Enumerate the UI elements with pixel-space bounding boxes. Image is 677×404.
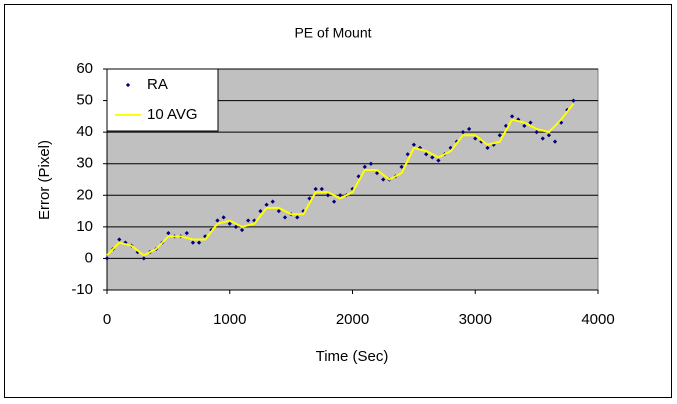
scatter-point bbox=[368, 161, 374, 166]
y-tick-label: 0 bbox=[85, 249, 93, 266]
scatter-point bbox=[399, 164, 404, 169]
scatter-point bbox=[196, 240, 202, 245]
scatter-point bbox=[534, 130, 539, 135]
x-tick-label: 4000 bbox=[581, 311, 614, 328]
scatter-point bbox=[325, 193, 331, 198]
scatter-point bbox=[141, 256, 146, 261]
scatter-point bbox=[264, 202, 269, 207]
scatter-point bbox=[338, 193, 343, 198]
scatter-point bbox=[540, 136, 545, 141]
x-axis-label: Time (Sec) bbox=[316, 348, 389, 365]
y-tick-label: 50 bbox=[76, 92, 93, 109]
scatter-point bbox=[233, 224, 239, 229]
scatter-point bbox=[215, 218, 220, 223]
legend-label: RA bbox=[147, 76, 168, 93]
x-tick-label: 3000 bbox=[459, 311, 492, 328]
x-tick-label: 2000 bbox=[336, 311, 369, 328]
x-tick-label: 1000 bbox=[213, 311, 246, 328]
y-axis-label: Error (Pixel) bbox=[36, 140, 53, 220]
scatter-point bbox=[282, 215, 288, 220]
scatter-point bbox=[270, 199, 275, 204]
scatter-point bbox=[411, 142, 416, 147]
legend-swatch bbox=[125, 82, 131, 88]
scatter-point bbox=[190, 240, 196, 245]
y-tick-label: 20 bbox=[76, 186, 93, 203]
y-tick-label: 40 bbox=[76, 123, 93, 140]
scatter-point bbox=[497, 133, 502, 138]
scatter-point bbox=[436, 158, 441, 163]
scatter-point bbox=[166, 231, 171, 236]
scatter-point bbox=[381, 177, 386, 182]
scatter-point bbox=[239, 227, 245, 233]
scatter-point bbox=[246, 218, 251, 223]
legend-label: 10 AVG bbox=[147, 106, 198, 123]
scatter-point bbox=[117, 237, 122, 242]
scatter-point bbox=[473, 136, 478, 141]
scatter-point bbox=[184, 231, 189, 236]
legend-box bbox=[106, 68, 219, 132]
scatter-point bbox=[460, 130, 466, 135]
y-tick-label: 30 bbox=[76, 155, 93, 172]
chart-title: PE of Mount bbox=[294, 25, 371, 41]
scatter-point bbox=[485, 145, 490, 151]
scatter-point bbox=[362, 164, 367, 169]
y-tick-label: 60 bbox=[76, 60, 93, 77]
y-tick-label: 10 bbox=[76, 218, 93, 235]
scatter-point bbox=[374, 171, 380, 176]
scatter-point bbox=[319, 186, 324, 192]
x-tick-label: 0 bbox=[103, 311, 111, 328]
scatter-point bbox=[276, 208, 281, 214]
scatter-point bbox=[227, 221, 232, 226]
scatter-point bbox=[430, 155, 435, 160]
scatter-point bbox=[424, 152, 429, 157]
scatter-point bbox=[295, 215, 300, 220]
scatter-point bbox=[331, 199, 337, 204]
scatter-point bbox=[313, 186, 318, 192]
line-series bbox=[106, 103, 575, 257]
scatter-point bbox=[221, 215, 226, 220]
scatter-point bbox=[405, 152, 410, 157]
scatter-point bbox=[552, 139, 558, 144]
scatter-point bbox=[258, 208, 263, 214]
y-tick-label: -10 bbox=[71, 281, 93, 298]
scatter-point bbox=[546, 133, 552, 138]
